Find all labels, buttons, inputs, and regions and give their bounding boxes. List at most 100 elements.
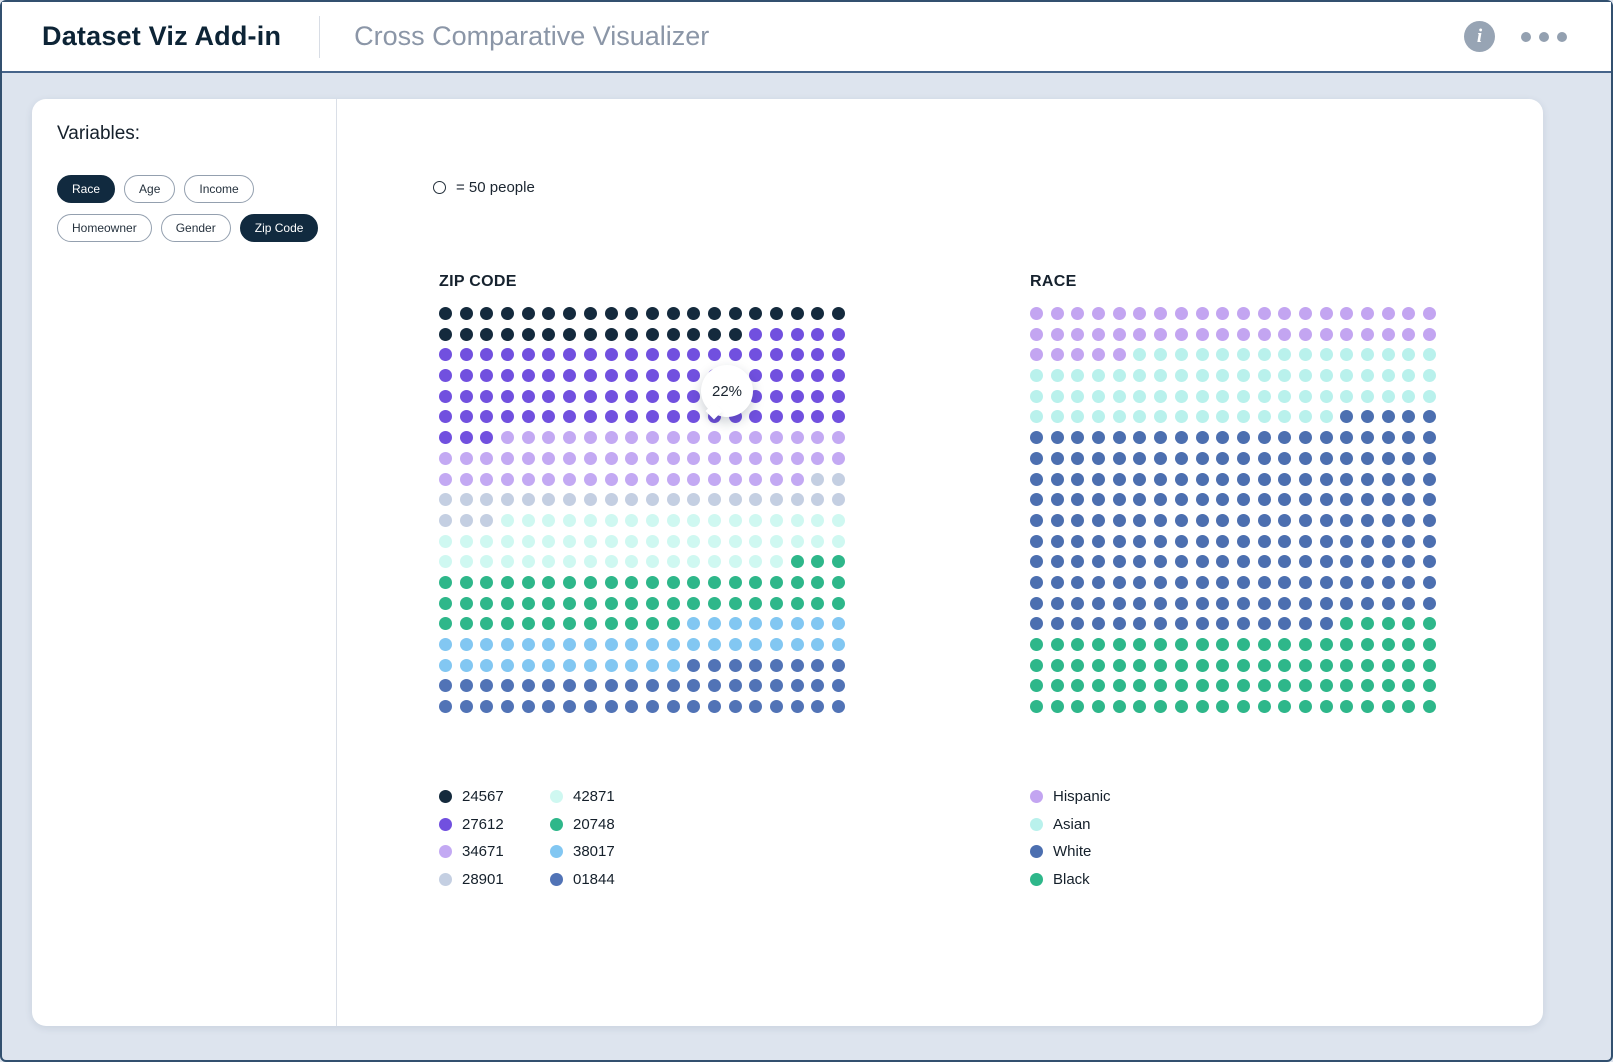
data-dot[interactable] — [625, 472, 639, 486]
data-dot[interactable] — [770, 534, 783, 548]
data-dot[interactable] — [1423, 638, 1437, 651]
data-dot[interactable] — [1257, 472, 1271, 486]
data-dot[interactable] — [687, 389, 701, 403]
data-dot[interactable] — [1423, 575, 1437, 589]
data-dot[interactable] — [521, 472, 535, 486]
data-dot[interactable] — [1030, 534, 1043, 548]
data-dot[interactable] — [811, 596, 825, 610]
data-dot[interactable] — [832, 575, 846, 589]
data-dot[interactable] — [1236, 513, 1250, 527]
data-dot[interactable] — [1236, 534, 1250, 548]
data-dot[interactable] — [1154, 658, 1168, 672]
data-dot[interactable] — [1030, 658, 1043, 672]
data-dot[interactable] — [707, 700, 721, 714]
data-dot[interactable] — [1071, 431, 1085, 445]
data-dot[interactable] — [1154, 389, 1168, 403]
data-dot[interactable] — [666, 534, 680, 548]
data-dot[interactable] — [1216, 513, 1230, 527]
data-dot[interactable] — [1236, 369, 1250, 383]
data-dot[interactable] — [1298, 596, 1312, 610]
data-dot[interactable] — [1319, 307, 1333, 320]
data-dot[interactable] — [604, 617, 618, 631]
data-dot[interactable] — [501, 555, 515, 569]
data-dot[interactable] — [583, 700, 597, 714]
data-dot[interactable] — [832, 658, 846, 672]
data-dot[interactable] — [1257, 575, 1271, 589]
data-dot[interactable] — [1361, 575, 1374, 589]
data-dot[interactable] — [1071, 534, 1085, 548]
data-dot[interactable] — [1319, 431, 1333, 445]
data-dot[interactable] — [790, 327, 804, 341]
data-dot[interactable] — [1154, 327, 1168, 341]
data-dot[interactable] — [1030, 555, 1043, 569]
data-dot[interactable] — [480, 555, 494, 569]
data-dot[interactable] — [749, 700, 763, 714]
data-dot[interactable] — [501, 307, 515, 320]
data-dot[interactable] — [1154, 596, 1168, 610]
data-dot[interactable] — [1402, 348, 1416, 362]
data-dot[interactable] — [1133, 700, 1147, 714]
data-dot[interactable] — [583, 369, 597, 383]
data-dot[interactable] — [1133, 658, 1147, 672]
data-dot[interactable] — [459, 534, 473, 548]
data-dot[interactable] — [790, 700, 804, 714]
data-dot[interactable] — [1236, 555, 1250, 569]
data-dot[interactable] — [1298, 658, 1312, 672]
data-dot[interactable] — [439, 658, 452, 672]
data-dot[interactable] — [1216, 307, 1230, 320]
data-dot[interactable] — [563, 451, 577, 465]
data-dot[interactable] — [439, 493, 452, 507]
data-dot[interactable] — [1071, 575, 1085, 589]
data-dot[interactable] — [1195, 493, 1209, 507]
data-dot[interactable] — [1050, 472, 1064, 486]
data-dot[interactable] — [501, 534, 515, 548]
data-dot[interactable] — [604, 493, 618, 507]
data-dot[interactable] — [1092, 493, 1106, 507]
data-dot[interactable] — [604, 451, 618, 465]
data-dot[interactable] — [1050, 555, 1064, 569]
data-dot[interactable] — [666, 389, 680, 403]
data-dot[interactable] — [832, 555, 846, 569]
data-dot[interactable] — [1423, 534, 1437, 548]
data-dot[interactable] — [707, 451, 721, 465]
data-dot[interactable] — [480, 472, 494, 486]
data-dot[interactable] — [1092, 658, 1106, 672]
data-dot[interactable] — [1092, 410, 1106, 424]
data-dot[interactable] — [1071, 555, 1085, 569]
data-dot[interactable] — [1092, 327, 1106, 341]
data-dot[interactable] — [749, 658, 763, 672]
data-dot[interactable] — [1092, 638, 1106, 651]
data-dot[interactable] — [666, 348, 680, 362]
data-dot[interactable] — [1154, 307, 1168, 320]
data-dot[interactable] — [770, 389, 783, 403]
data-dot[interactable] — [687, 369, 701, 383]
data-dot[interactable] — [1381, 307, 1395, 320]
data-dot[interactable] — [687, 410, 701, 424]
data-dot[interactable] — [1361, 493, 1374, 507]
data-dot[interactable] — [501, 658, 515, 672]
data-dot[interactable] — [811, 513, 825, 527]
data-dot[interactable] — [1298, 431, 1312, 445]
data-dot[interactable] — [583, 596, 597, 610]
data-dot[interactable] — [1112, 617, 1126, 631]
data-dot[interactable] — [459, 327, 473, 341]
data-dot[interactable] — [542, 638, 556, 651]
data-dot[interactable] — [563, 679, 577, 693]
data-dot[interactable] — [501, 369, 515, 383]
data-dot[interactable] — [1216, 348, 1230, 362]
data-dot[interactable] — [1402, 431, 1416, 445]
data-dot[interactable] — [1402, 389, 1416, 403]
data-dot[interactable] — [1278, 596, 1292, 610]
data-dot[interactable] — [749, 307, 763, 320]
data-dot[interactable] — [832, 389, 846, 403]
data-dot[interactable] — [542, 451, 556, 465]
data-dot[interactable] — [1361, 555, 1374, 569]
data-dot[interactable] — [501, 472, 515, 486]
data-dot[interactable] — [480, 389, 494, 403]
data-dot[interactable] — [1133, 534, 1147, 548]
data-dot[interactable] — [1423, 410, 1437, 424]
data-dot[interactable] — [1112, 596, 1126, 610]
data-dot[interactable] — [1092, 431, 1106, 445]
data-dot[interactable] — [1319, 472, 1333, 486]
data-dot[interactable] — [1092, 389, 1106, 403]
